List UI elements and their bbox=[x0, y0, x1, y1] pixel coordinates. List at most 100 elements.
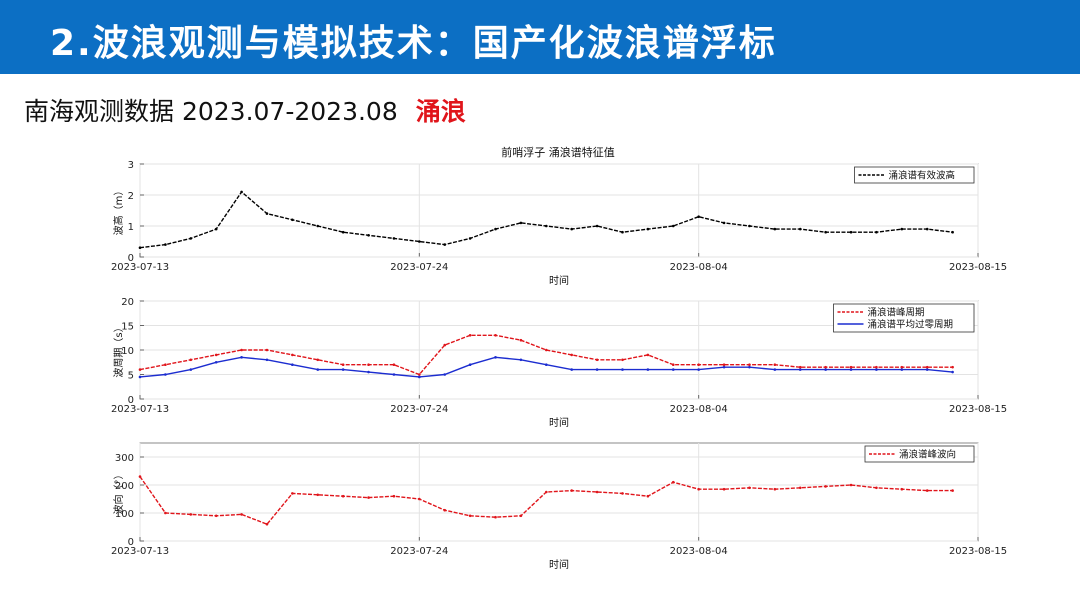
data-point bbox=[138, 246, 142, 249]
y-tick-label: 0 bbox=[128, 395, 134, 406]
y-tick-label: 0 bbox=[128, 253, 134, 264]
x-axis-label: 时间 bbox=[549, 558, 569, 571]
data-point bbox=[875, 230, 878, 234]
subtitle-highlight: 涌浪 bbox=[415, 97, 466, 126]
data-point bbox=[748, 486, 751, 490]
data-point bbox=[646, 494, 650, 498]
data-point bbox=[240, 513, 243, 516]
data-point bbox=[646, 368, 650, 371]
data-point bbox=[316, 358, 320, 362]
data-point bbox=[341, 363, 345, 366]
x-tick-label: 2023-07-13 bbox=[111, 546, 169, 557]
x-tick-label: 2023-07-24 bbox=[390, 546, 448, 557]
data-point bbox=[392, 373, 396, 376]
x-tick-label: 2023-08-15 bbox=[949, 262, 1007, 273]
data-point bbox=[951, 489, 954, 492]
data-point bbox=[494, 515, 497, 519]
data-point bbox=[951, 370, 954, 374]
data-point bbox=[240, 348, 243, 352]
data-point bbox=[621, 358, 624, 362]
data-point bbox=[595, 368, 599, 371]
data-point bbox=[189, 358, 193, 362]
data-point bbox=[494, 356, 497, 359]
plot-area bbox=[139, 163, 979, 258]
data-point bbox=[418, 240, 421, 243]
data-point bbox=[189, 237, 193, 240]
subplot-2: 2023-07-13 2023-07-24 2023-08-04 2023-08-15… bbox=[111, 297, 1007, 429]
data-point bbox=[367, 234, 370, 237]
data-point bbox=[646, 353, 650, 357]
data-point bbox=[671, 368, 675, 371]
data-point bbox=[341, 230, 345, 234]
data-point bbox=[392, 237, 396, 240]
data-point bbox=[697, 363, 700, 366]
y-tick-label: 5 bbox=[128, 371, 134, 382]
data-point bbox=[595, 358, 599, 362]
data-point bbox=[798, 368, 802, 371]
data-point bbox=[443, 373, 447, 376]
data-point bbox=[570, 368, 573, 371]
data-point bbox=[468, 363, 472, 366]
data-point bbox=[291, 353, 294, 357]
data-point bbox=[900, 227, 904, 231]
y-tick-label: 0 bbox=[128, 537, 134, 548]
data-point bbox=[519, 514, 523, 518]
y-tick-label: 15 bbox=[121, 322, 134, 333]
y-tick-label: 100 bbox=[115, 509, 134, 520]
slide-subtitle: 南海观测数据 2023.07-2023.08 涌浪 bbox=[24, 92, 466, 128]
chart-figure: 前哨浮子 涌浪谱特征值 2023-07-13 2023-07-24 2023-08-… bbox=[111, 145, 1007, 571]
x-tick-label: 2023-08-15 bbox=[949, 404, 1007, 415]
x-tick-label: 2023-08-04 bbox=[670, 404, 728, 415]
data-point bbox=[951, 365, 954, 369]
data-point bbox=[646, 227, 650, 231]
data-point bbox=[951, 230, 954, 234]
subplot-1: 2023-07-13 2023-07-24 2023-08-04 2023-08-15… bbox=[111, 160, 1007, 287]
data-point bbox=[392, 494, 396, 498]
x-tick-label: 2023-08-15 bbox=[949, 546, 1007, 557]
title-banner: 2.波浪观测与模拟技术：国产化波浪谱浮标 bbox=[0, 0, 1080, 74]
x-tick-label: 2023-07-24 bbox=[390, 404, 448, 415]
data-point bbox=[214, 353, 218, 357]
data-point bbox=[595, 490, 599, 494]
data-point bbox=[545, 363, 548, 366]
data-point bbox=[240, 356, 243, 359]
x-axis-label: 时间 bbox=[549, 274, 569, 287]
data-point bbox=[494, 334, 497, 337]
data-point bbox=[798, 227, 802, 231]
data-point bbox=[418, 373, 421, 376]
data-point bbox=[925, 489, 929, 492]
data-point bbox=[418, 497, 421, 501]
data-point bbox=[925, 365, 929, 369]
data-point bbox=[519, 358, 523, 362]
data-point bbox=[443, 343, 447, 347]
x-axis-label: 时间 bbox=[549, 416, 569, 429]
data-point bbox=[392, 363, 396, 366]
data-point bbox=[849, 365, 853, 369]
x-tick-label: 2023-07-13 bbox=[111, 262, 169, 273]
data-point bbox=[748, 365, 751, 369]
y-tick-label: 20 bbox=[121, 297, 134, 308]
data-point bbox=[748, 363, 751, 366]
data-point bbox=[443, 508, 447, 512]
y-axis-label: 波高（m） bbox=[112, 186, 125, 236]
data-point bbox=[798, 486, 802, 490]
data-point bbox=[570, 353, 573, 357]
data-point bbox=[138, 375, 142, 379]
data-point bbox=[367, 370, 370, 374]
data-point bbox=[773, 368, 777, 371]
legend-label: 涌浪谱峰周期 bbox=[868, 307, 925, 319]
data-point bbox=[418, 375, 421, 379]
data-point bbox=[824, 368, 827, 371]
data-point bbox=[468, 334, 472, 337]
y-tick-label: 2 bbox=[128, 191, 134, 202]
data-point bbox=[875, 486, 878, 490]
data-point bbox=[925, 368, 929, 371]
data-point bbox=[138, 368, 142, 371]
x-tick-label: 2023-08-04 bbox=[670, 262, 728, 273]
y-axis-label: 波向（°） bbox=[112, 470, 125, 515]
data-point bbox=[900, 487, 904, 491]
data-point bbox=[570, 489, 573, 492]
data-point bbox=[189, 513, 193, 516]
data-point bbox=[468, 514, 472, 518]
data-point bbox=[595, 224, 599, 228]
